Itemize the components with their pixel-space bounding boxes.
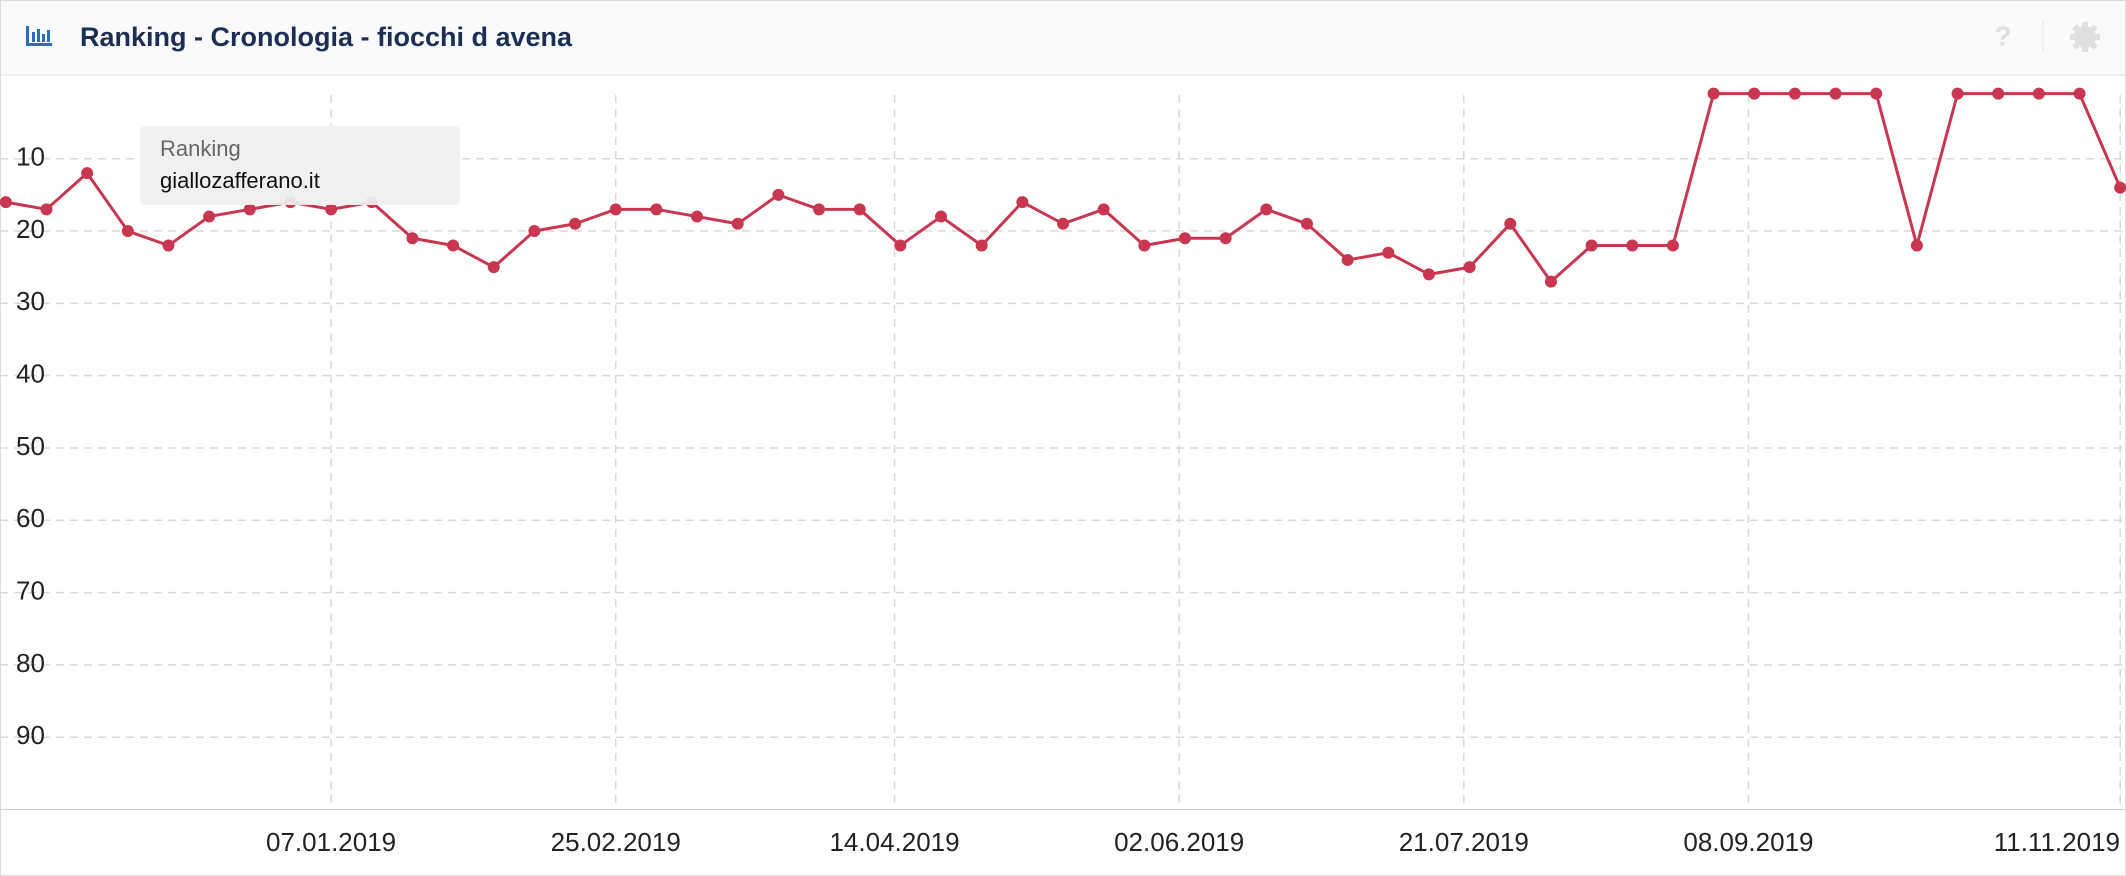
point — [121, 225, 134, 238]
point — [2073, 87, 2086, 100]
chart-icon — [26, 26, 52, 46]
point — [1016, 196, 1029, 209]
point — [1585, 239, 1598, 252]
point — [1748, 87, 1761, 100]
y-tick-label: 60 — [16, 503, 45, 533]
point — [1829, 87, 1842, 100]
point — [1260, 203, 1273, 216]
point — [1626, 239, 1639, 252]
point — [1341, 253, 1354, 266]
point — [1707, 87, 1720, 100]
point — [243, 203, 256, 216]
point — [853, 203, 866, 216]
point — [1504, 217, 1517, 230]
point — [609, 203, 622, 216]
y-tick-label: 50 — [16, 431, 45, 461]
point — [325, 203, 338, 216]
x-tick-label: 11.11.2019 — [1994, 827, 2120, 857]
point — [1544, 275, 1557, 288]
point — [487, 261, 500, 274]
point — [650, 203, 663, 216]
help-icon[interactable]: ? — [1990, 20, 2016, 51]
point — [569, 217, 582, 230]
x-tick-label: 25.02.2019 — [551, 827, 681, 857]
point — [1910, 239, 1923, 252]
point — [162, 239, 175, 252]
point — [1138, 239, 1151, 252]
point — [813, 203, 826, 216]
point — [894, 239, 907, 252]
point — [2114, 181, 2126, 194]
point — [40, 203, 53, 216]
point — [203, 210, 216, 223]
tooltip: Ranking giallozafferano.it — [140, 126, 460, 205]
point — [1951, 87, 1964, 100]
point — [528, 225, 541, 238]
settings-icon[interactable] — [2070, 22, 2100, 52]
x-tick-label: 21.07.2019 — [1399, 827, 1529, 857]
point — [772, 188, 785, 201]
point — [406, 232, 419, 245]
point — [81, 167, 94, 180]
point — [1097, 203, 1110, 216]
point — [0, 196, 12, 209]
point — [1422, 268, 1435, 281]
y-tick-label: 90 — [16, 720, 45, 750]
tooltip-series: giallozafferano.it — [160, 168, 320, 193]
point — [975, 239, 988, 252]
point — [1788, 87, 1801, 100]
tooltip-box — [140, 126, 460, 205]
tooltip-title: Ranking — [160, 136, 241, 161]
svg-text:?: ? — [1994, 20, 2011, 51]
point — [1300, 217, 1313, 230]
point — [2032, 87, 2045, 100]
x-tick-label: 07.01.2019 — [266, 827, 396, 857]
point — [1178, 232, 1191, 245]
point — [731, 217, 744, 230]
y-tick-label: 40 — [16, 359, 45, 389]
y-tick-label: 80 — [16, 648, 45, 678]
x-tick-label: 14.04.2019 — [829, 827, 959, 857]
point — [1870, 87, 1883, 100]
y-tick-label: 10 — [16, 142, 45, 172]
point — [935, 210, 948, 223]
point — [1382, 246, 1395, 259]
x-tick-label: 08.09.2019 — [1683, 827, 1813, 857]
point — [1219, 232, 1232, 245]
chart-title: Ranking - Cronologia - fiocchi d avena — [80, 22, 573, 52]
y-tick-label: 30 — [16, 286, 45, 316]
y-tick-label: 70 — [16, 575, 45, 605]
point — [1057, 217, 1069, 230]
point — [691, 210, 704, 223]
point — [1992, 87, 2005, 100]
point — [447, 239, 460, 252]
header — [1, 1, 2125, 75]
y-tick-label: 20 — [16, 214, 45, 244]
x-tick-label: 02.06.2019 — [1114, 827, 1244, 857]
point — [1463, 261, 1476, 274]
point — [1666, 239, 1679, 252]
